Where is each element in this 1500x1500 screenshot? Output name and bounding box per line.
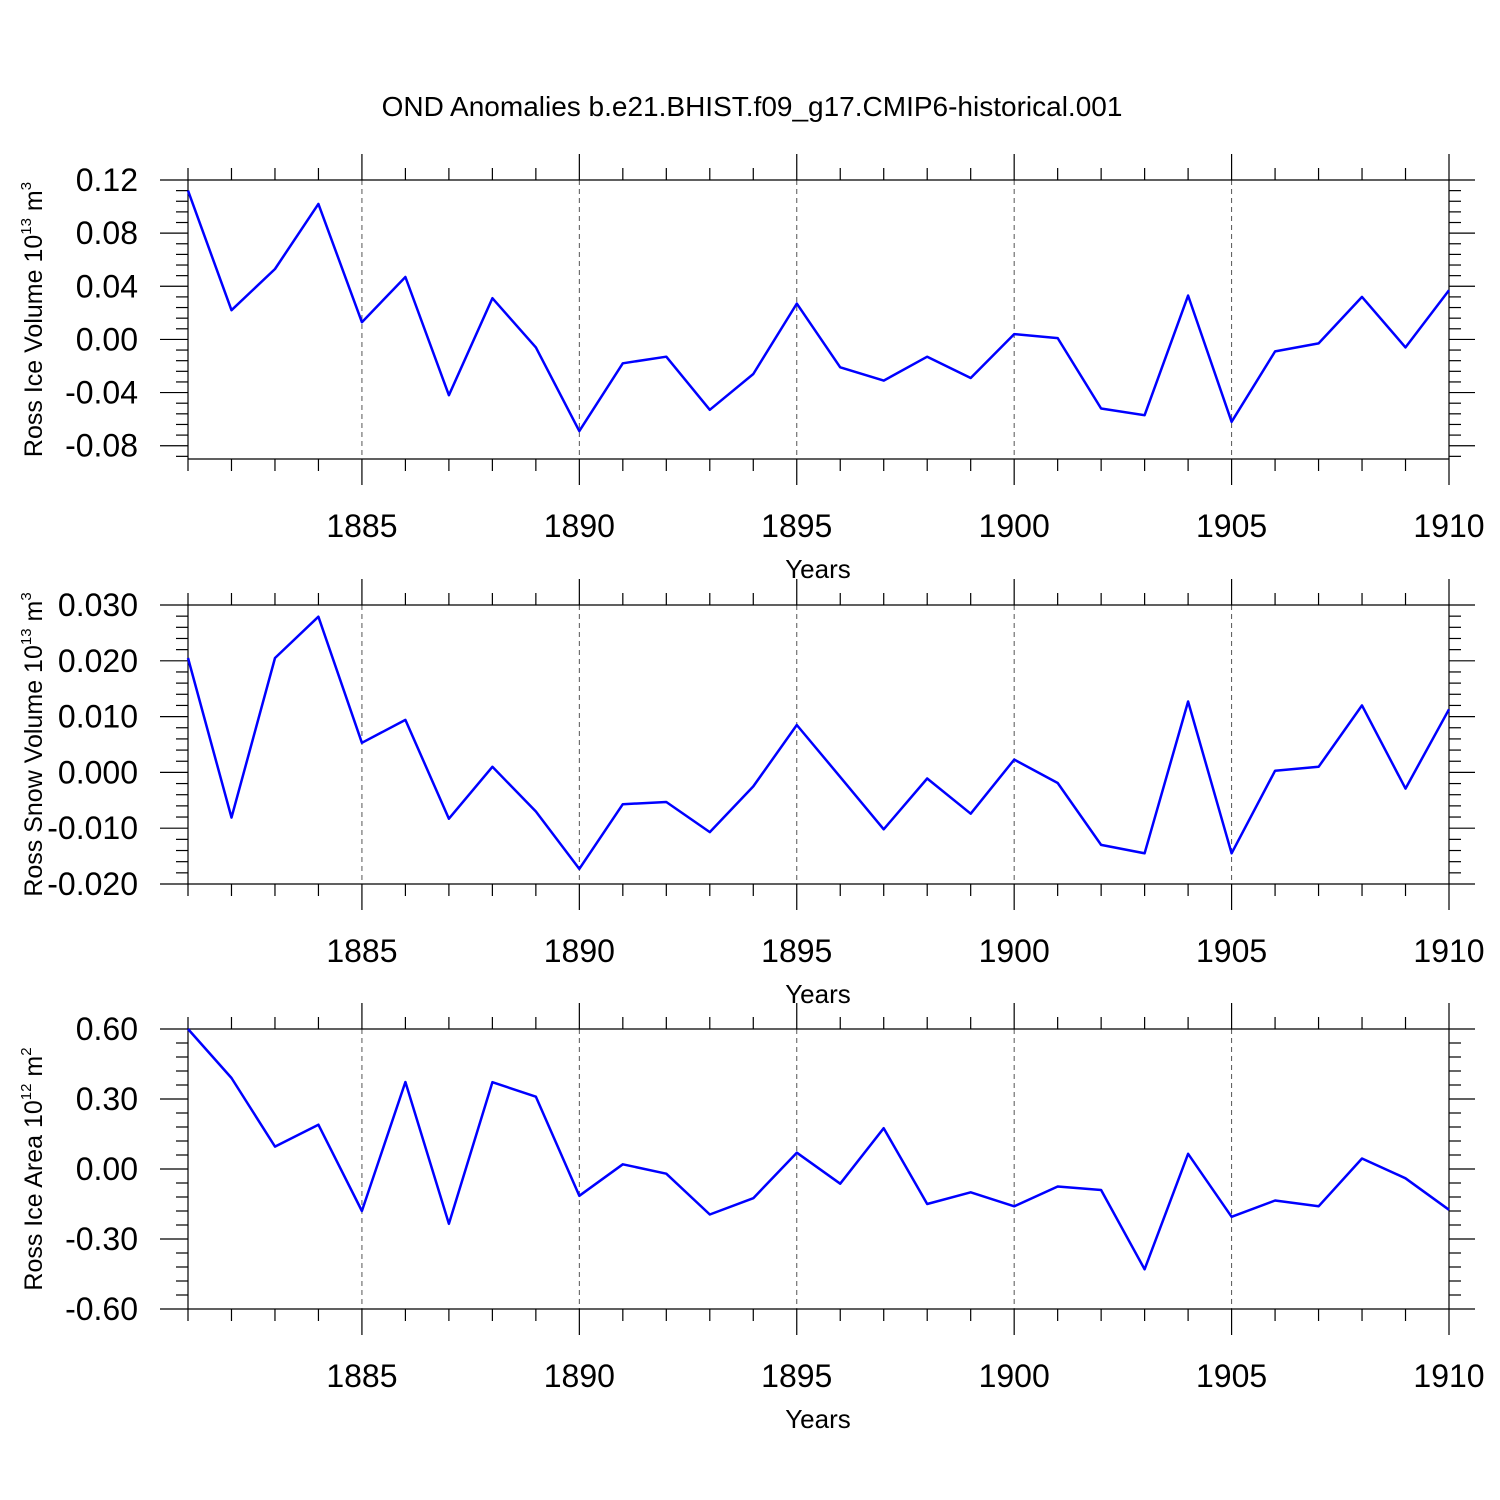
x-tick-label: 1900 [979,508,1050,544]
y-tick-label: 0.00 [76,1151,138,1187]
y-tick-label: 0.60 [76,1011,138,1047]
chart-title: OND Anomalies b.e21.BHIST.f09_g17.CMIP6-… [382,91,1123,122]
x-tick-label: 1895 [761,933,832,969]
y-axis-label: Ross Ice Area 1012 m2 [18,1047,48,1290]
x-tick-label: 1885 [326,1358,397,1394]
x-tick-label: 1910 [1413,508,1484,544]
x-tick-label: 1890 [544,1358,615,1394]
y-tick-label: 0.30 [76,1081,138,1117]
y-tick-label: -0.020 [47,866,138,902]
y-tick-label: 0.04 [76,268,138,304]
x-tick-label: 1890 [544,508,615,544]
y-tick-label: 0.020 [58,643,138,679]
y-tick-label: 0.010 [58,699,138,735]
x-tick-label: 1885 [326,933,397,969]
x-tick-label: 1905 [1196,508,1267,544]
x-axis-label: Years [785,1404,851,1434]
x-tick-label: 1905 [1196,933,1267,969]
panels: -0.08 -0.04 0.00 0.04 0.08 0.12 1885 1890 1895 19… [18,154,1485,1434]
panel-2: -0.020 -0.010 0.000 0.010 0.020 0.030 1885 1890… [18,579,1485,1009]
y-tick-label: -0.08 [65,428,138,464]
x-tick-label: 1885 [326,508,397,544]
y-tick-label: -0.30 [65,1221,138,1257]
y-tick-label: 0.030 [58,587,138,623]
x-tick-label: 1910 [1413,1358,1484,1394]
x-tick-label: 1900 [979,933,1050,969]
y-axis-label: Ross Ice Volume 1013 m3 [18,182,48,457]
x-axis-label: Years [785,979,851,1009]
x-tick-label: 1895 [761,1358,832,1394]
y-tick-label: 0.000 [58,754,138,790]
x-tick-label: 1910 [1413,933,1484,969]
series-line [187,1028,1450,1271]
y-tick-label: -0.04 [65,375,138,411]
x-tick-label: 1895 [761,508,832,544]
y-tick-label: -0.010 [47,810,138,846]
series-line [186,190,1450,433]
x-tick-label: 1890 [544,933,615,969]
x-tick-label: 1905 [1196,1358,1267,1394]
y-tick-label: 0.08 [76,215,138,251]
y-tick-label: -0.60 [65,1291,138,1327]
x-tick-label: 1900 [979,1358,1050,1394]
panel-1: -0.08 -0.04 0.00 0.04 0.08 0.12 1885 1890 1895 19… [18,154,1485,584]
y-tick-label: 0.00 [76,321,138,357]
y-tick-label: 0.12 [76,162,138,198]
y-axis-label: Ross Snow Volume 1013 m3 [18,592,48,896]
series-line [186,615,1451,871]
panel-3: -0.60 -0.30 0.00 0.30 0.60 1885 1890 1895 1900 19… [18,1003,1485,1434]
x-axis-label: Years [785,554,851,584]
